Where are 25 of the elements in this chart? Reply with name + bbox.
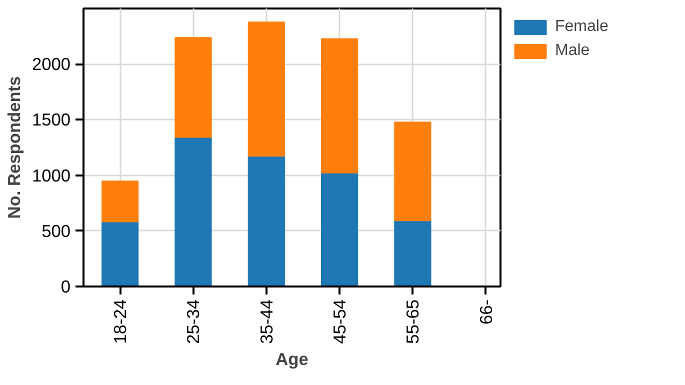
bar — [102, 180, 139, 222]
y-tick-label: 1000 — [32, 165, 71, 186]
y-tick-label: 500 — [42, 220, 71, 241]
x-axis-title: Age — [276, 348, 309, 369]
bar — [174, 137, 212, 286]
y-tick-label: 2000 — [32, 54, 71, 74]
x-tick-label: 18-24 — [110, 299, 130, 344]
y-tick-label: 0 — [60, 276, 71, 296]
x-tick-label: 55-65 — [402, 299, 423, 344]
x-tick-label: 25-34 — [183, 299, 204, 344]
bar — [321, 38, 358, 174]
bar — [102, 222, 139, 286]
y-tick-label: 1500 — [32, 110, 71, 130]
bar — [394, 122, 432, 222]
bar — [394, 220, 432, 286]
x-tick-label: 35-44 — [256, 299, 276, 344]
x-tick-label: 66- — [476, 300, 496, 325]
legend-label: Male — [555, 42, 590, 60]
y-axis-title: No. Respondents — [4, 76, 24, 219]
bar — [321, 172, 358, 286]
bar — [248, 156, 285, 286]
legend-label: Female — [555, 18, 608, 36]
x-tick-label: 45-54 — [330, 299, 350, 344]
bar — [248, 22, 285, 157]
bar — [174, 37, 212, 138]
